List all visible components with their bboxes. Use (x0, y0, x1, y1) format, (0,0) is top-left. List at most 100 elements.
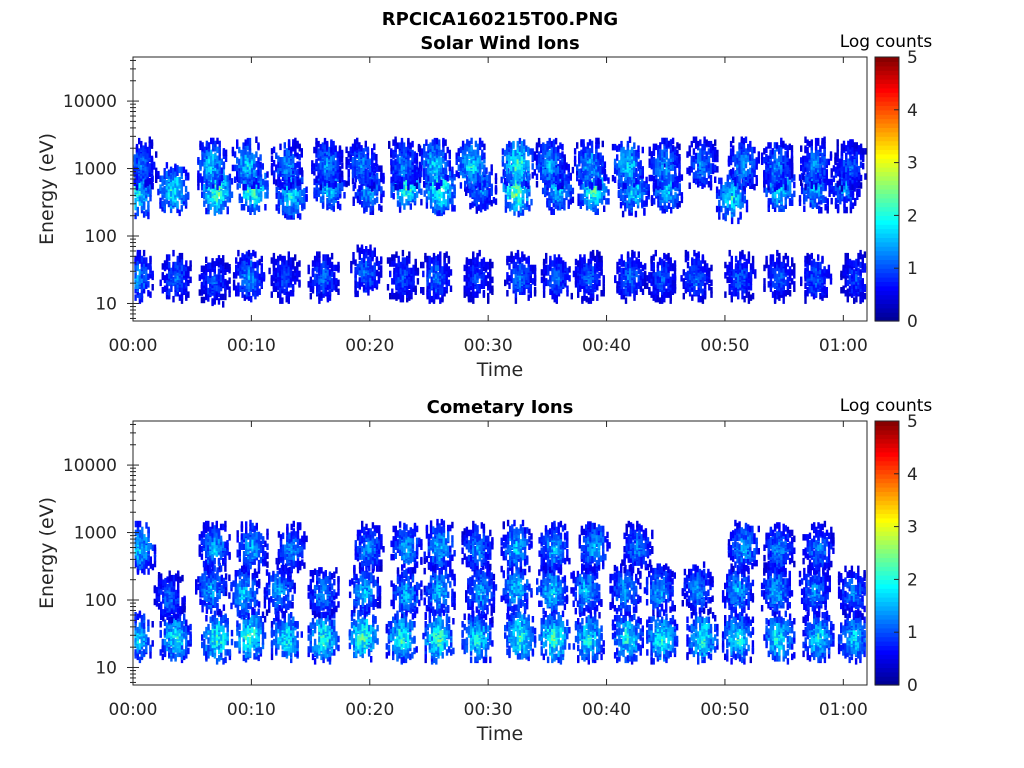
heatmap-cell (413, 176, 416, 183)
heatmap-cell (483, 157, 486, 164)
heatmap-cell (548, 192, 551, 199)
heatmap-cell (705, 178, 708, 185)
heatmap-cell (323, 179, 327, 186)
heatmap-cell (401, 198, 404, 206)
heatmap-cell (709, 181, 713, 188)
heatmap-cell (579, 193, 582, 201)
heatmap-cell (711, 155, 715, 163)
heatmap-cell (793, 174, 796, 181)
heatmap-cell (364, 140, 367, 148)
heatmap-cell (622, 146, 625, 154)
heatmap-cell (769, 187, 773, 195)
heatmap-cell (521, 190, 525, 197)
heatmap-cell (375, 154, 378, 161)
heatmap-cell (423, 190, 426, 197)
heatmap-cell (599, 183, 602, 191)
heatmap-cell (339, 181, 342, 189)
heatmap-cell (272, 177, 276, 185)
heatmap-cell (281, 204, 285, 211)
heatmap-cell (296, 140, 299, 148)
heatmap-cell (648, 146, 651, 154)
heatmap-cell (626, 140, 630, 148)
heatmap-cell (645, 176, 648, 184)
heatmap-cell (446, 160, 449, 167)
heatmap-cell (603, 168, 607, 176)
heatmap-cell (429, 155, 432, 163)
heatmap-cell (824, 196, 827, 204)
heatmap-cell (620, 176, 623, 183)
heatmap-cell (523, 161, 526, 169)
heatmap-cell (714, 146, 717, 154)
heatmap-cell (298, 161, 301, 168)
heatmap-cell (588, 186, 591, 193)
heatmap-cell (732, 149, 735, 157)
heatmap-cell (451, 205, 454, 212)
heatmap-cell (597, 183, 600, 191)
heatmap-cell (201, 142, 204, 149)
heatmap-cell (567, 187, 570, 195)
heatmap-cell (512, 149, 515, 157)
heatmap-cell (176, 169, 179, 176)
heatmap-cell (482, 202, 485, 210)
heatmap-cell (149, 187, 152, 194)
heatmap-cell (392, 173, 395, 181)
heatmap-cell (659, 193, 662, 201)
heatmap-cell (353, 139, 357, 146)
heatmap-cell (763, 148, 766, 155)
heatmap-cell (448, 164, 451, 172)
heatmap-cell (505, 143, 509, 151)
heatmap-cell (595, 152, 598, 159)
heatmap-cell (149, 194, 152, 202)
heatmap-cell (552, 139, 556, 146)
heatmap-cell (233, 164, 237, 172)
heatmap-cell (313, 146, 316, 154)
heatmap-cell (349, 154, 352, 161)
heatmap-cell (643, 181, 646, 188)
heatmap-cell (135, 178, 139, 185)
heatmap-cell (533, 151, 536, 158)
heatmap-cell (283, 173, 286, 180)
heatmap-cell (459, 157, 463, 164)
heatmap-cell (250, 173, 254, 181)
heatmap-cell (726, 186, 729, 193)
heatmap-cell (603, 174, 607, 182)
heatmap-cell (508, 173, 511, 181)
heatmap-cell (813, 192, 817, 199)
heatmap-cell (613, 158, 617, 166)
heatmap-cell (264, 180, 267, 187)
heatmap-cell (401, 194, 404, 201)
heatmap-cell (579, 168, 582, 175)
heatmap-cell (505, 167, 509, 175)
heatmap-cell (544, 169, 547, 176)
heatmap-cell (340, 149, 344, 157)
heatmap-cell (438, 187, 441, 194)
heatmap-cell (628, 207, 631, 215)
heatmap-cell (647, 184, 650, 191)
heatmap-cell (400, 158, 404, 166)
heatmap-cell (155, 167, 158, 175)
heatmap-cell (523, 187, 527, 194)
heatmap-cell (686, 151, 689, 158)
heatmap-cell (541, 187, 545, 195)
heatmap-cell (488, 176, 491, 183)
heatmap-cell (169, 172, 173, 179)
heatmap-cell (548, 173, 551, 181)
heatmap-cell (841, 171, 844, 178)
heatmap-cell (214, 140, 217, 148)
heatmap-cell (676, 161, 679, 168)
heatmap-cell (494, 173, 498, 180)
heatmap-cell (716, 166, 719, 173)
heatmap-cell (361, 177, 364, 184)
heatmap-cell (413, 151, 416, 158)
heatmap-cell (423, 173, 426, 181)
heatmap-cell (433, 143, 437, 151)
heatmap-cell (523, 152, 526, 160)
heatmap-cell (557, 145, 560, 152)
heatmap-cell (292, 182, 295, 189)
heatmap-cell (292, 154, 295, 161)
heatmap-cell (736, 176, 739, 183)
heatmap-cell (470, 145, 473, 152)
heatmap-cell (624, 182, 627, 189)
heatmap-cell (138, 137, 141, 145)
heatmap-cell (248, 167, 252, 175)
